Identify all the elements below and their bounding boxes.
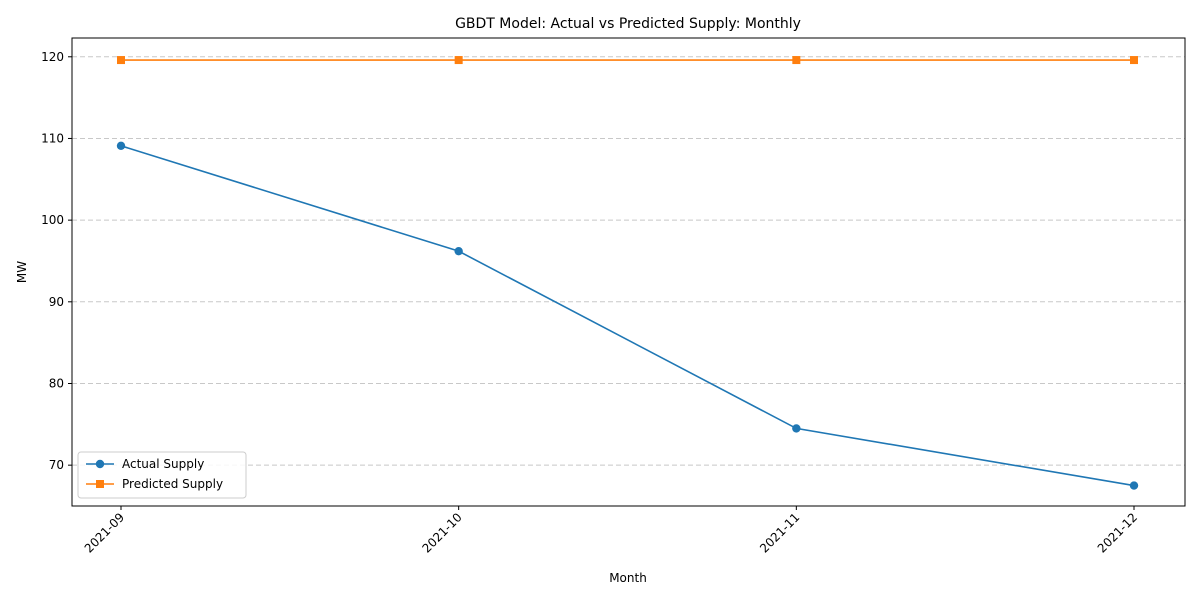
legend-marker <box>96 480 104 488</box>
series-0 <box>116 141 1139 490</box>
legend-entry: Actual Supply <box>86 457 204 471</box>
legend-entry: Predicted Supply <box>86 477 223 491</box>
data-point <box>117 56 125 65</box>
data-point <box>116 141 126 151</box>
y-axis-label: MW <box>15 261 29 283</box>
y-tick-label: 70 <box>49 458 64 472</box>
data-point <box>454 56 463 65</box>
legend-box <box>77 451 247 499</box>
grid-layer <box>72 56 1185 466</box>
y-tick-label: 110 <box>41 131 64 145</box>
legend-entries: Actual Supply Predicted Supply <box>86 457 223 491</box>
legend-label: Predicted Supply <box>122 477 223 491</box>
series-1 <box>117 56 1138 65</box>
legend-marker <box>95 459 105 469</box>
legend-label: Actual Supply <box>122 457 204 471</box>
chart-title: GBDT Model: Actual vs Predicted Supply: … <box>455 16 801 32</box>
series-layer <box>116 56 1139 490</box>
series-line <box>120 145 1135 487</box>
y-tick-label: 100 <box>41 213 64 227</box>
data-point <box>792 424 801 433</box>
legend: Actual Supply Predicted Supply <box>77 451 247 499</box>
y-tick-label: 120 <box>41 50 64 64</box>
plot-frame <box>71 37 1186 507</box>
data-point <box>792 56 801 65</box>
data-point <box>1129 481 1139 490</box>
y-tick-label: 90 <box>49 295 64 309</box>
x-axis-label: Month <box>609 571 647 585</box>
data-point <box>1130 56 1138 65</box>
y-tick-label: 80 <box>49 376 64 390</box>
data-point <box>454 246 463 256</box>
